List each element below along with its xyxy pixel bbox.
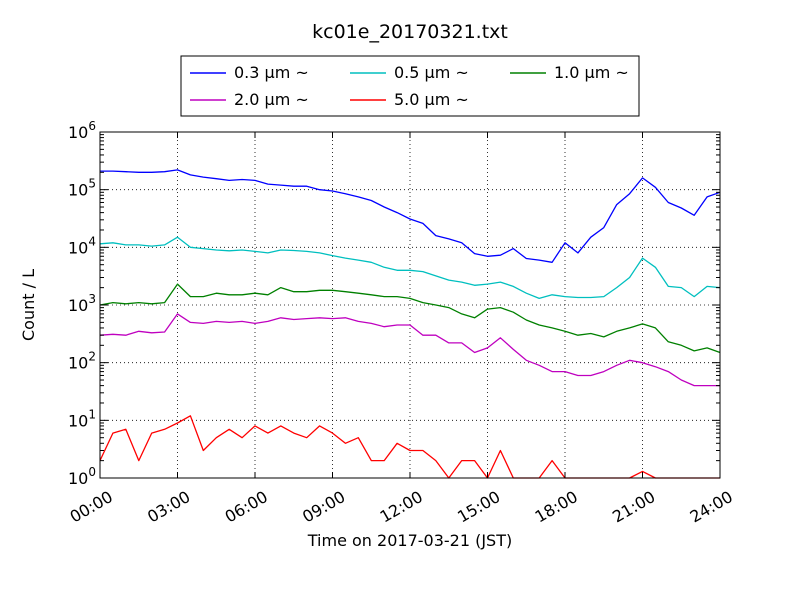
y-tick-label: 101 bbox=[68, 407, 96, 430]
series-line-2 bbox=[99, 283, 721, 354]
series-line-0 bbox=[100, 169, 721, 263]
y-tick-base: 10 bbox=[68, 238, 88, 257]
legend-label-1: 0.5 μm ~ bbox=[394, 63, 469, 82]
y-tick-exponent: 4 bbox=[88, 234, 96, 248]
y-tick-label: 100 bbox=[68, 465, 96, 488]
chart-title: kc01e_20170321.txt bbox=[312, 21, 508, 43]
y-tick-base: 10 bbox=[68, 123, 88, 142]
series-line-3 bbox=[99, 313, 720, 387]
legend-label-4: 5.0 μm ~ bbox=[394, 90, 469, 109]
y-tick-exponent: 6 bbox=[88, 119, 96, 133]
legend-box bbox=[180, 55, 640, 117]
y-tick-base: 10 bbox=[68, 181, 88, 200]
y-tick-label: 104 bbox=[68, 234, 96, 257]
x-axis-label: Time on 2017-03-21 (JST) bbox=[307, 531, 512, 550]
y-tick-label: 106 bbox=[68, 119, 96, 142]
y-tick-exponent: 3 bbox=[88, 292, 96, 306]
y-tick-label: 105 bbox=[68, 177, 96, 200]
y-tick-base: 10 bbox=[68, 354, 88, 373]
y-tick-label: 102 bbox=[68, 350, 96, 373]
y-tick-exponent: 5 bbox=[88, 177, 96, 191]
y-tick-exponent: 1 bbox=[88, 407, 96, 421]
legend-label-3: 2.0 μm ~ bbox=[234, 90, 309, 109]
y-axis-label: Count / L bbox=[19, 269, 38, 341]
legend: 0.3 μm ~ 0.5 μm ~ 1.0 μm ~ 2.0 μm ~ 5.0 μm ~ bbox=[180, 55, 640, 117]
axis-ticks bbox=[99, 131, 721, 479]
grid-lines bbox=[100, 132, 720, 478]
legend-label-2: 1.0 μm ~ bbox=[554, 63, 629, 82]
series-layer bbox=[99, 169, 721, 479]
y-tick-base: 10 bbox=[68, 296, 88, 315]
y-tick-exponent: 0 bbox=[88, 465, 96, 479]
y-tick-base: 10 bbox=[68, 411, 88, 430]
y-tick-base: 10 bbox=[68, 469, 88, 488]
y-tick-exponent: 2 bbox=[88, 350, 96, 364]
series-line-1 bbox=[99, 236, 721, 300]
y-tick-label: 103 bbox=[68, 292, 96, 315]
legend-label-0: 0.3 μm ~ bbox=[234, 63, 309, 82]
